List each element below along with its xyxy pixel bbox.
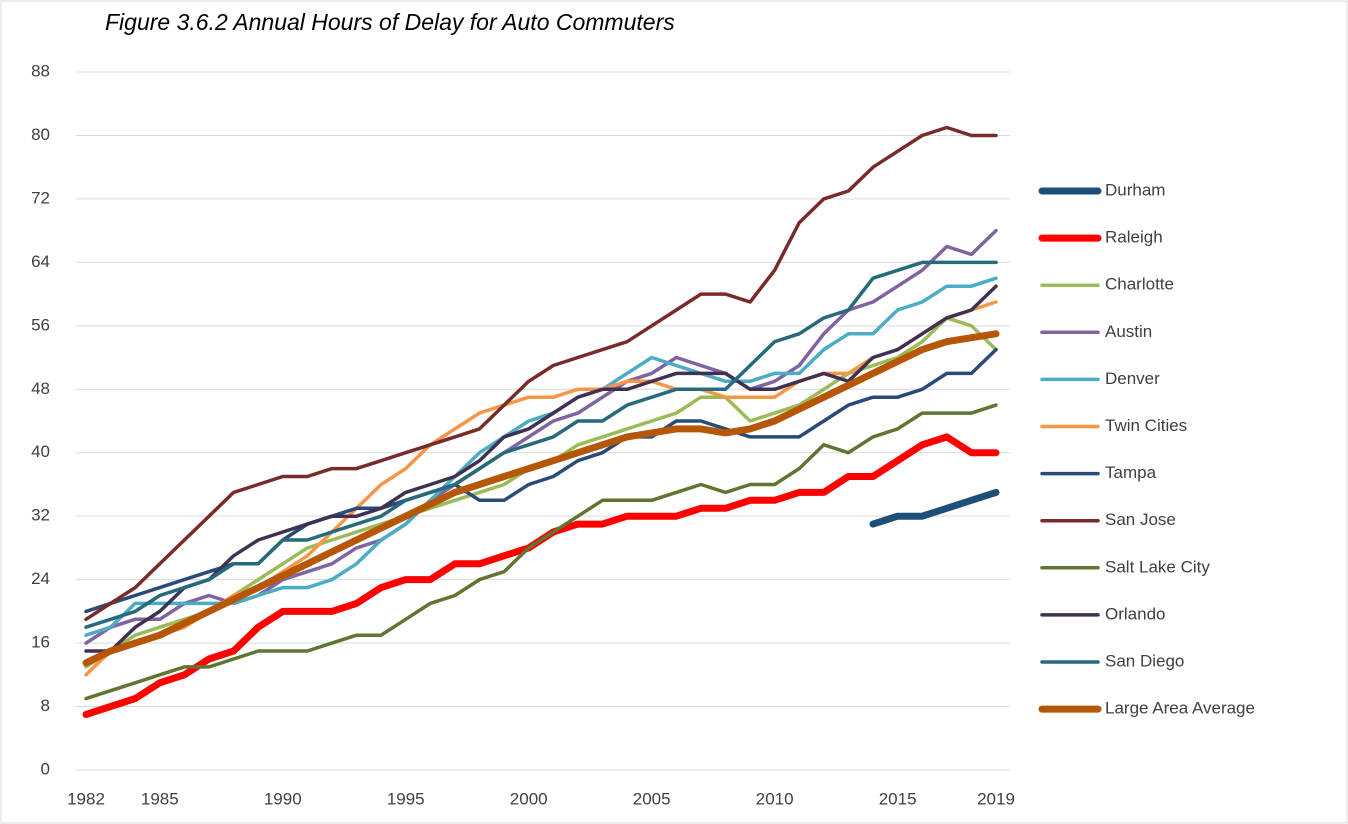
legend-label: San Diego <box>1105 651 1184 670</box>
series-line <box>84 284 998 653</box>
y-tick-label: 72 <box>31 188 50 207</box>
y-tick-label: 8 <box>41 696 50 715</box>
y-tick-label: 0 <box>41 759 50 778</box>
y-tick-label: 88 <box>31 61 50 80</box>
x-tick-label: 1990 <box>264 789 302 808</box>
legend-label: Austin <box>1105 322 1152 341</box>
legend-label: Raleigh <box>1105 228 1163 247</box>
legend-label: Charlotte <box>1105 275 1174 294</box>
legend-label: Tampa <box>1105 463 1157 482</box>
legend-label: San Jose <box>1105 510 1176 529</box>
legend-label: Durham <box>1105 180 1165 199</box>
y-tick-label: 48 <box>31 379 50 398</box>
y-tick-label: 40 <box>31 442 50 461</box>
legend-label: Salt Lake City <box>1105 557 1210 576</box>
x-tick-label: 2010 <box>756 789 794 808</box>
x-tick-label: 2005 <box>633 789 671 808</box>
y-tick-label: 24 <box>31 569 50 588</box>
legend-label: Large Area Average <box>1105 699 1255 718</box>
x-tick-label: 2015 <box>879 789 917 808</box>
series-line <box>84 403 998 701</box>
x-tick-label: 1982 <box>67 789 105 808</box>
x-tick-label: 1985 <box>141 789 179 808</box>
y-tick-label: 64 <box>31 252 50 271</box>
series-line <box>84 276 998 637</box>
y-tick-label: 16 <box>31 633 50 652</box>
series-line <box>84 260 998 629</box>
x-tick-label: 2000 <box>510 789 548 808</box>
legend-label: Denver <box>1105 369 1160 388</box>
chart-title: Figure 3.6.2 Annual Hours of Delay for A… <box>105 9 675 35</box>
y-tick-label: 56 <box>31 315 50 334</box>
series-line <box>82 330 1000 667</box>
y-tick-label: 80 <box>31 125 50 144</box>
y-tick-label: 32 <box>31 506 50 525</box>
series-line <box>84 125 998 622</box>
series-line <box>869 488 1000 528</box>
x-tick-label: 2019 <box>977 789 1015 808</box>
legend-label: Twin Cities <box>1105 416 1187 435</box>
x-tick-label: 1995 <box>387 789 425 808</box>
legend-label: Orlando <box>1105 604 1165 623</box>
